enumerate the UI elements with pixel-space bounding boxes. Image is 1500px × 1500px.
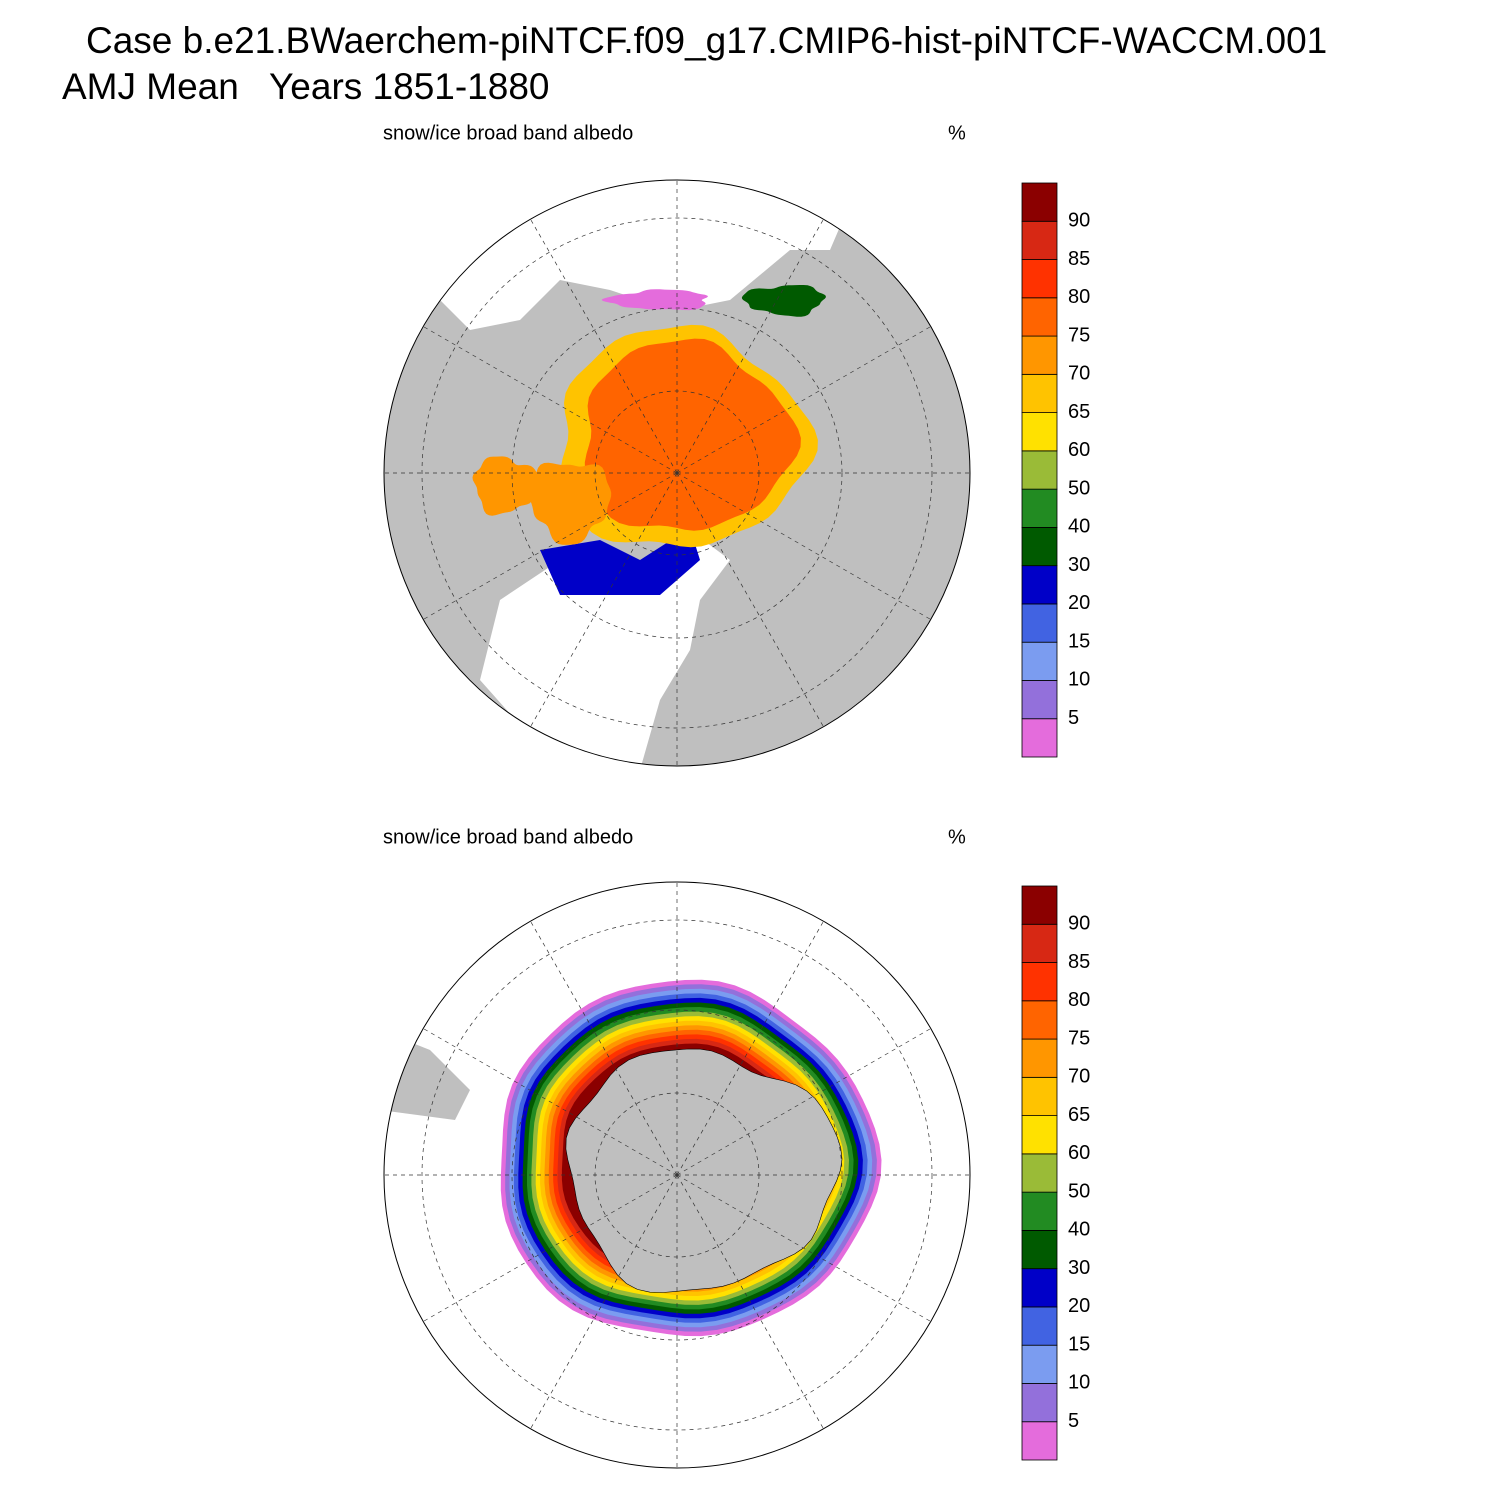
colorbar-label: 70 xyxy=(1068,1066,1090,1088)
meridian-line xyxy=(676,219,824,474)
colorbar-box xyxy=(1021,527,1058,567)
colorbar-box xyxy=(1021,641,1058,681)
colorbar-box xyxy=(1021,488,1058,528)
map-border xyxy=(383,179,971,767)
meridian-line xyxy=(676,326,931,474)
colorbar-box xyxy=(1021,923,1058,963)
meridian-line xyxy=(530,921,678,1176)
colorbar-box xyxy=(1021,1306,1058,1346)
colorbar-label: 20 xyxy=(1068,592,1090,614)
colorbar-label: 30 xyxy=(1068,1257,1090,1279)
colorbar-label: 5 xyxy=(1068,707,1079,729)
meridian-line xyxy=(423,1174,678,1322)
ice xyxy=(472,456,541,516)
colorbar-box xyxy=(1021,1153,1058,1193)
meridian-line xyxy=(423,472,678,620)
antarctica xyxy=(565,1048,843,1293)
colorbar-label: 90 xyxy=(1068,913,1090,935)
colorbar-label: 10 xyxy=(1068,1372,1090,1394)
colorbar-label: 10 xyxy=(1068,669,1090,691)
panel-title: snow/ice broad band albedo xyxy=(383,826,633,848)
colorbar-label: 70 xyxy=(1068,363,1090,385)
colorbar-label: 20 xyxy=(1068,1295,1090,1317)
colorbar-box xyxy=(1021,182,1058,222)
colorbar-box xyxy=(1021,1000,1058,1040)
colorbar-box xyxy=(1021,297,1058,337)
colorbar-label: 80 xyxy=(1068,286,1090,308)
ocean xyxy=(480,530,730,766)
latitude-line xyxy=(511,307,843,639)
meridian-line xyxy=(530,219,678,474)
meridian-line xyxy=(676,1028,931,1176)
colorbar-label: 60 xyxy=(1068,439,1090,461)
map-panel: snow/ice broad band albedo % 5 10 15 20 30 40 50… xyxy=(383,122,1090,767)
colorbar-box xyxy=(1021,220,1058,260)
colorbar-box xyxy=(1021,1344,1058,1384)
meridian-line xyxy=(676,1174,931,1322)
colorbar-label: 65 xyxy=(1068,401,1090,423)
colorbar-box xyxy=(1021,603,1058,643)
ice xyxy=(528,462,612,545)
colorbar-box xyxy=(1021,565,1058,605)
colorbar-box xyxy=(1021,962,1058,1002)
colorbar-label: 40 xyxy=(1068,516,1090,538)
ice xyxy=(741,285,826,317)
colorbar-label: 60 xyxy=(1068,1142,1090,1164)
panel-units: % xyxy=(948,826,966,848)
map-panel: snow/ice broad band albedo % 5 10 15 20 30 40 50… xyxy=(383,826,1090,1469)
colorbar-label: 50 xyxy=(1068,477,1090,499)
meridian-line xyxy=(676,472,824,727)
meridian-line xyxy=(423,1028,678,1176)
figure-subtitle: AMJ Mean Years 1851-1880 xyxy=(62,66,550,107)
colorbar-box xyxy=(1021,1421,1058,1461)
ice-edge xyxy=(540,528,700,595)
latitude-line xyxy=(511,1009,843,1341)
ocean xyxy=(430,180,860,330)
colorbar-label: 15 xyxy=(1068,1333,1090,1355)
colorbar-box xyxy=(1021,1230,1058,1270)
meridian-line xyxy=(676,1174,824,1429)
colorbar-box xyxy=(1021,373,1058,414)
meridian-line xyxy=(423,326,678,474)
colorbar-box xyxy=(1021,1038,1058,1078)
panel-units: % xyxy=(948,122,966,144)
colorbar-label: 50 xyxy=(1068,1180,1090,1202)
colorbar-label: 90 xyxy=(1068,210,1090,232)
colorbar-box xyxy=(1021,1268,1058,1308)
colorbar-box xyxy=(1021,335,1058,375)
colorbar-box xyxy=(1021,1076,1058,1117)
colorbar-box xyxy=(1021,259,1058,299)
colorbar-box xyxy=(1021,1383,1058,1423)
ice xyxy=(584,338,801,531)
meridian-line xyxy=(676,472,931,620)
colorbar-box xyxy=(1021,1115,1058,1155)
meridian-line xyxy=(530,472,678,727)
colorbar-box xyxy=(1021,885,1058,925)
latitude-line xyxy=(421,217,933,729)
colorbar-box xyxy=(1021,680,1058,720)
latitude-line xyxy=(421,919,933,1431)
map-border xyxy=(383,881,971,1469)
meridian-line xyxy=(676,921,824,1176)
meridian-line xyxy=(530,1174,678,1429)
colorbar-label: 85 xyxy=(1068,248,1090,270)
colorbar-label: 15 xyxy=(1068,630,1090,652)
colorbar-box xyxy=(1021,412,1058,452)
colorbar-label: 75 xyxy=(1068,1027,1090,1049)
colorbar-box xyxy=(1021,718,1058,758)
colorbar-box xyxy=(1021,450,1058,490)
colorbar-label: 5 xyxy=(1068,1410,1079,1432)
colorbar-label: 80 xyxy=(1068,989,1090,1011)
colorbar-label: 40 xyxy=(1068,1219,1090,1241)
ice xyxy=(601,289,708,311)
colorbar-box xyxy=(1021,1191,1058,1231)
panel-title: snow/ice broad band albedo xyxy=(383,122,633,144)
colorbar-label: 85 xyxy=(1068,951,1090,973)
colorbar-label: 30 xyxy=(1068,554,1090,576)
figure-title: Case b.e21.BWaerchem-piNTCF.f09_g17.CMIP… xyxy=(86,20,1328,61)
colorbar-label: 65 xyxy=(1068,1104,1090,1126)
colorbar-label: 75 xyxy=(1068,324,1090,346)
